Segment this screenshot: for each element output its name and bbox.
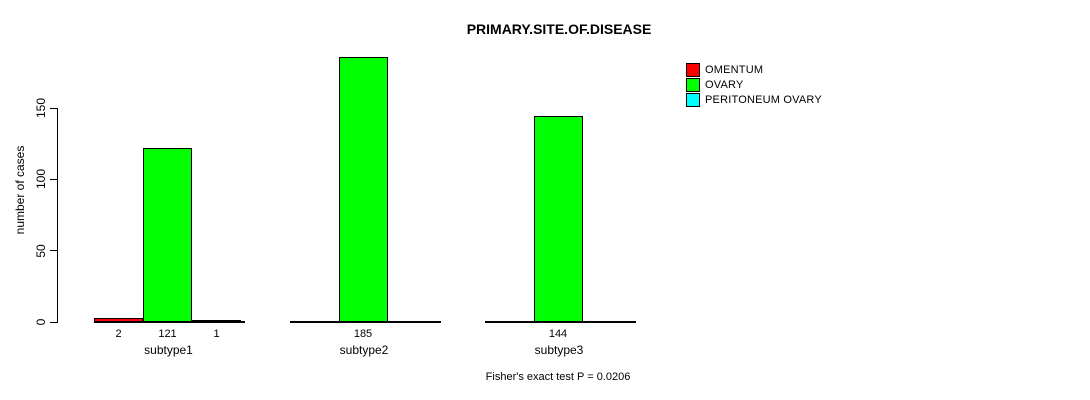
legend: OMENTUM OVARY PERITONEUM OVARY: [686, 62, 822, 108]
y-tick: [50, 178, 57, 181]
category-label-subtype1: subtype1: [144, 343, 193, 357]
legend-swatch-omentum: [686, 62, 700, 77]
y-tick-label: 0: [34, 318, 48, 326]
bar-value-label: 144: [548, 328, 568, 340]
bar-value-label: 2: [115, 328, 122, 340]
legend-item-ovary: OVARY: [686, 77, 822, 92]
y-tick: [50, 321, 57, 323]
chart-title: PRIMARY.SITE.OF.DISEASE: [466, 21, 652, 37]
y-tick: [50, 107, 57, 109]
legend-label-ovary: OVARY: [705, 78, 744, 91]
y-axis-label: number of cases: [13, 145, 27, 235]
legend-swatch-peritoneum-ovary: [686, 92, 700, 107]
y-tick-label: 50: [34, 243, 48, 258]
legend-item-omentum: OMENTUM: [686, 62, 822, 77]
bar-value-label: 185: [353, 328, 373, 340]
bar-value-label: 121: [158, 328, 177, 340]
bar-peritoneum-ovary-subtype1: [192, 319, 241, 322]
y-tick: [50, 250, 57, 252]
y-axis-line: [57, 108, 59, 323]
bar-value-label: 1: [213, 328, 220, 340]
bar-omentum-subtype1: [94, 318, 143, 322]
bar-ovary-subtype3: [533, 115, 583, 322]
annotation-fishers-test: Fisher's exact test P = 0.0206: [485, 371, 631, 383]
legend-swatch-ovary: [686, 77, 700, 92]
category-label-subtype2: subtype2: [339, 343, 389, 357]
y-tick-label: 100: [34, 169, 48, 190]
legend-label-peritoneum-ovary: PERITONEUM OVARY: [705, 93, 822, 106]
category-label-subtype3: subtype3: [534, 343, 584, 357]
y-tick-label: 150: [34, 97, 48, 119]
bar-ovary-subtype1: [143, 148, 192, 322]
legend-item-peritoneum-ovary: PERITONEUM OVARY: [686, 92, 822, 107]
legend-label-omentum: OMENTUM: [705, 63, 764, 76]
bar-ovary-subtype2: [338, 57, 388, 322]
